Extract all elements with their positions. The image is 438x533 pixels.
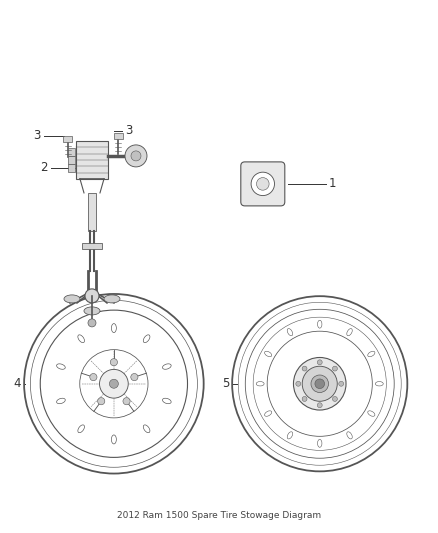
Circle shape — [90, 374, 97, 381]
Circle shape — [302, 366, 307, 371]
Circle shape — [317, 360, 322, 365]
FancyBboxPatch shape — [88, 193, 96, 231]
FancyBboxPatch shape — [82, 243, 102, 249]
Circle shape — [88, 319, 96, 327]
Circle shape — [315, 379, 325, 389]
Circle shape — [99, 369, 128, 398]
Text: 3: 3 — [126, 124, 133, 137]
Ellipse shape — [64, 295, 80, 303]
Circle shape — [302, 397, 307, 401]
Circle shape — [339, 381, 344, 386]
Circle shape — [302, 366, 337, 401]
Text: 3: 3 — [34, 130, 41, 142]
FancyBboxPatch shape — [68, 156, 75, 164]
Circle shape — [123, 398, 130, 405]
FancyBboxPatch shape — [76, 141, 108, 179]
Circle shape — [332, 366, 337, 371]
FancyBboxPatch shape — [68, 164, 75, 172]
FancyBboxPatch shape — [241, 162, 285, 206]
Text: 2012 Ram 1500 Spare Tire Stowage Diagram: 2012 Ram 1500 Spare Tire Stowage Diagram — [117, 511, 321, 520]
Circle shape — [296, 381, 301, 386]
Circle shape — [311, 375, 328, 392]
Circle shape — [317, 403, 322, 408]
Circle shape — [332, 397, 337, 401]
Text: 2: 2 — [40, 161, 48, 174]
Circle shape — [257, 177, 269, 190]
Ellipse shape — [104, 295, 120, 303]
FancyBboxPatch shape — [68, 148, 75, 156]
Circle shape — [110, 379, 118, 388]
Circle shape — [131, 151, 141, 161]
FancyBboxPatch shape — [114, 133, 123, 139]
Circle shape — [251, 172, 275, 196]
Text: 5: 5 — [222, 377, 229, 390]
Circle shape — [110, 359, 117, 366]
Circle shape — [293, 358, 346, 410]
Text: 4: 4 — [14, 377, 21, 390]
FancyBboxPatch shape — [64, 135, 72, 142]
Circle shape — [85, 289, 99, 303]
Text: 1: 1 — [329, 177, 337, 190]
Circle shape — [131, 374, 138, 381]
Ellipse shape — [84, 307, 100, 315]
Circle shape — [98, 398, 105, 405]
Circle shape — [125, 145, 147, 167]
